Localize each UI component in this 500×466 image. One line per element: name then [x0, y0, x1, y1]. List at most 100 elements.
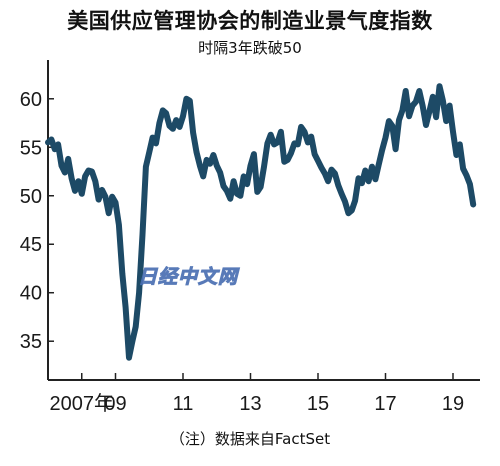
y-tick-label: 35: [20, 331, 42, 353]
data-point: [327, 180, 329, 182]
data-point: [118, 224, 120, 226]
data-point: [162, 109, 164, 112]
data-point: [472, 203, 475, 206]
data-point: [219, 171, 221, 174]
data-point: [448, 104, 451, 107]
data-point: [236, 193, 238, 195]
data-point: [165, 112, 167, 115]
data-point: [398, 119, 400, 121]
data-point: [124, 306, 127, 309]
data-point: [111, 195, 113, 198]
y-tick-label: 50: [20, 186, 42, 208]
data-point: [320, 166, 323, 169]
data-point: [131, 340, 134, 343]
data-point: [182, 115, 184, 117]
data-point: [347, 212, 350, 214]
data-point: [205, 159, 208, 161]
data-point: [442, 99, 444, 102]
data-point: [351, 209, 353, 212]
data-point: [107, 212, 110, 214]
x-tick-label: 2007年: [50, 392, 115, 415]
data-point: [415, 100, 417, 103]
data-point: [374, 178, 377, 181]
x-tick-label: 13: [239, 393, 261, 415]
data-point: [411, 104, 414, 107]
data-point: [155, 142, 157, 145]
data-point: [54, 148, 56, 150]
data-point: [209, 163, 211, 165]
data-point: [259, 186, 262, 188]
chart-title: 美国供应管理协会的制造业景气度指数: [67, 9, 433, 33]
data-point: [286, 159, 289, 161]
chart-subtitle: 时隔3年跌破50: [198, 39, 302, 57]
data-point: [317, 160, 319, 162]
data-point: [94, 180, 97, 182]
data-point: [469, 183, 471, 185]
x-tick-label: 19: [442, 393, 464, 415]
data-point: [192, 131, 194, 134]
data-point: [269, 133, 272, 136]
data-point: [452, 131, 454, 133]
data-point: [178, 126, 181, 128]
data-point: [141, 233, 144, 236]
data-point: [465, 174, 468, 177]
data-point: [404, 90, 407, 92]
data-point: [145, 165, 147, 168]
data-point: [81, 193, 83, 195]
data-point: [175, 119, 177, 121]
data-point: [273, 143, 275, 146]
data-point: [134, 325, 137, 328]
data-point: [97, 198, 100, 201]
data-point: [253, 153, 255, 155]
data-point: [418, 90, 421, 92]
data-point: [222, 185, 225, 187]
data-point: [202, 175, 204, 178]
data-point: [357, 177, 360, 180]
data-point: [74, 190, 76, 192]
data-point: [354, 199, 356, 202]
data-point: [283, 161, 286, 163]
data-point: [212, 154, 215, 156]
data-point: [64, 171, 66, 174]
data-point: [60, 164, 63, 167]
data-point: [246, 183, 248, 185]
data-point: [189, 99, 191, 102]
data-point: [340, 193, 343, 195]
data-point: [84, 175, 86, 178]
data-point: [394, 148, 397, 150]
data-point: [50, 138, 53, 141]
data-point: [293, 142, 296, 145]
x-tick-label: 11: [173, 393, 194, 415]
data-point: [91, 170, 93, 173]
watermark-logo: 日经中文网: [137, 266, 239, 289]
data-point: [104, 195, 107, 198]
data-point: [391, 125, 394, 127]
data-point: [77, 180, 80, 182]
data-point: [401, 109, 404, 112]
data-point: [263, 165, 265, 168]
data-point: [462, 167, 464, 170]
data-point: [114, 201, 117, 204]
data-point: [256, 191, 259, 193]
data-point: [239, 195, 242, 197]
x-tick-label: 15: [307, 393, 329, 415]
data-point: [249, 164, 252, 167]
data-point: [70, 177, 73, 180]
x-tick-label: 09: [104, 393, 126, 415]
data-point: [361, 182, 363, 184]
series-line: [45, 83, 477, 361]
data-point: [364, 169, 367, 172]
data-point: [185, 98, 188, 100]
data-point: [310, 135, 313, 138]
data-point: [101, 189, 103, 191]
data-point: [47, 141, 49, 144]
data-point: [57, 143, 59, 146]
data-point: [151, 136, 154, 139]
data-point: [455, 154, 458, 156]
series-group: [45, 83, 477, 361]
data-point: [266, 142, 269, 145]
data-point: [432, 96, 434, 98]
data-point: [168, 125, 171, 127]
